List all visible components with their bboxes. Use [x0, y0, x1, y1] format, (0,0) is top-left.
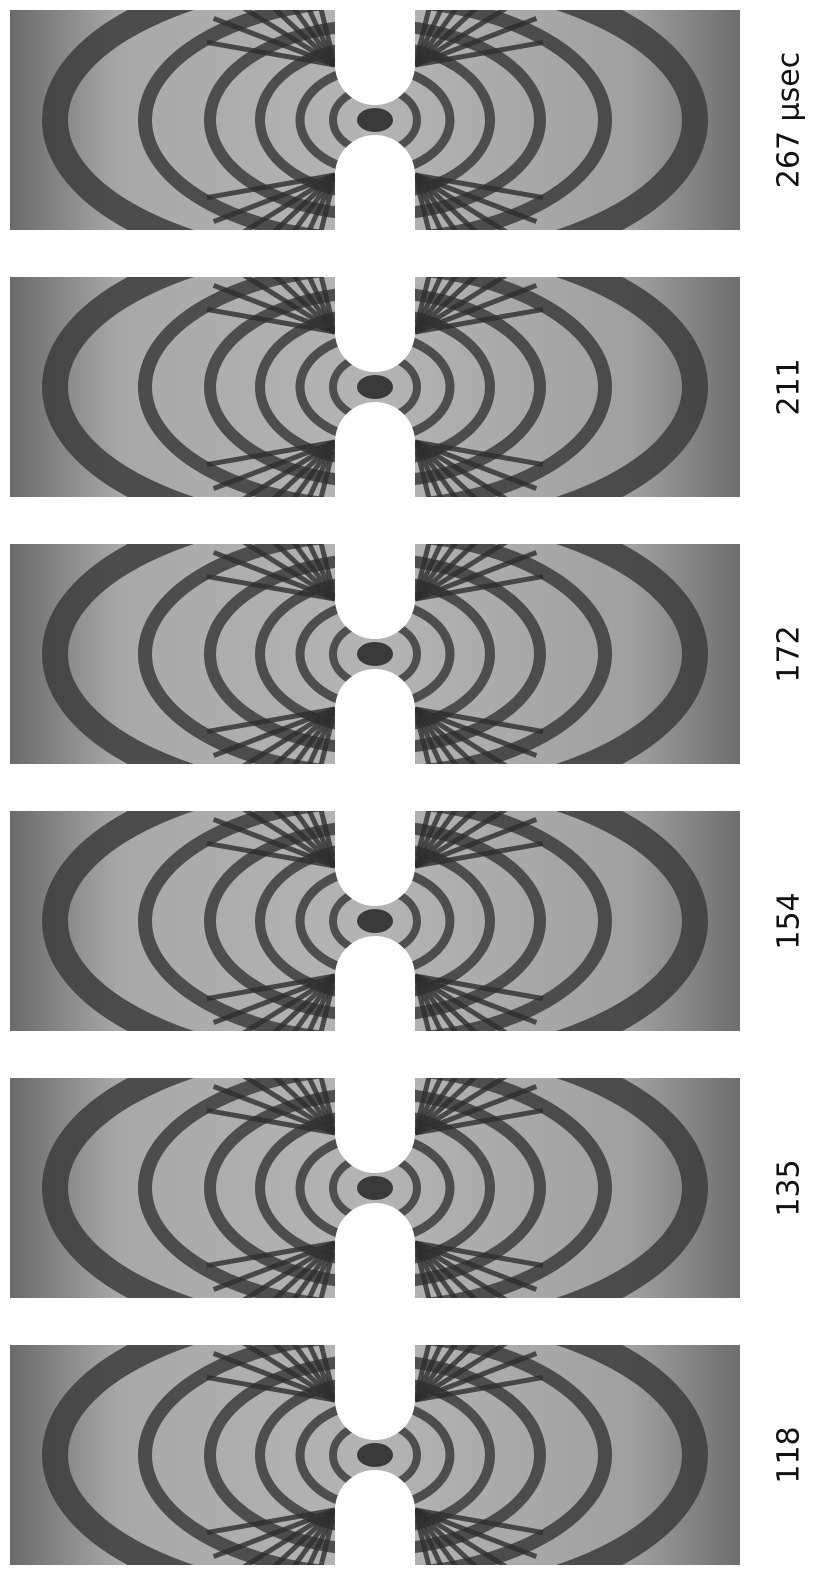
fringe-core — [357, 375, 393, 399]
notch — [335, 1470, 415, 1550]
notch — [335, 936, 415, 1016]
notch — [335, 1360, 415, 1440]
fringe-core — [357, 1443, 393, 1467]
notch — [335, 559, 415, 639]
frame-label: 211 — [772, 358, 807, 415]
notch — [335, 135, 415, 215]
frame-label: 267 μsec — [772, 52, 807, 188]
fringe-core — [357, 909, 393, 933]
fringe-panel — [10, 473, 740, 835]
fringe-pattern — [10, 206, 740, 568]
frame-label: 118 — [772, 1426, 807, 1483]
fringe-pattern — [10, 1274, 740, 1569]
page: 267 μsec211172154135118 (() => { const d… — [0, 0, 821, 1569]
fringe-pattern — [10, 740, 740, 1102]
fringe-panel — [10, 206, 740, 568]
notch — [335, 402, 415, 482]
notch — [335, 25, 415, 105]
frame-label: 135 — [772, 1159, 807, 1216]
notch — [335, 292, 415, 372]
notch — [335, 1203, 415, 1283]
fringe-pattern — [10, 473, 740, 835]
fringe-core — [357, 642, 393, 666]
figure: 267 μsec 211 172 154 135 118 — [0, 0, 821, 1569]
notch — [335, 669, 415, 749]
fringe-core — [357, 108, 393, 132]
fringe-panel — [10, 0, 740, 301]
fringe-pattern — [10, 1007, 740, 1369]
notch — [335, 1093, 415, 1173]
fringe-core — [357, 1176, 393, 1200]
fringe-panel — [10, 1274, 740, 1569]
notch — [335, 826, 415, 906]
fringe-pattern — [10, 0, 740, 301]
frame-label: 172 — [772, 625, 807, 682]
fringe-panel — [10, 740, 740, 1102]
fringe-panel — [10, 1007, 740, 1369]
frame-label: 154 — [772, 892, 807, 949]
